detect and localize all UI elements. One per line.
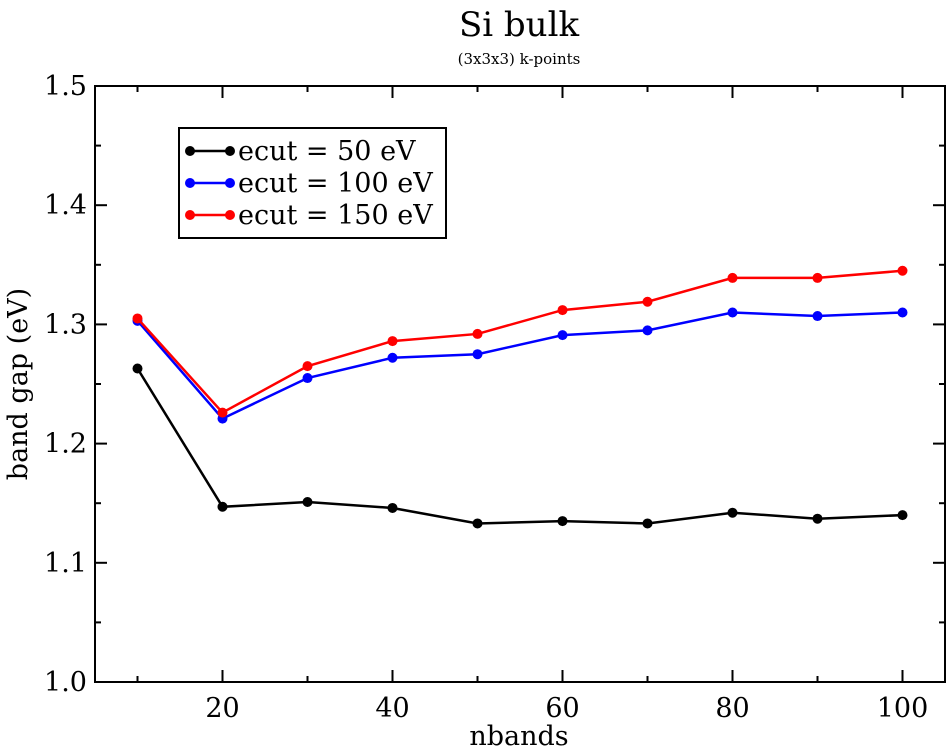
x-tick-label: 20	[205, 693, 239, 724]
chart-title: Si bulk	[459, 5, 580, 45]
series-2-point	[557, 330, 568, 341]
series-3-point	[472, 328, 483, 339]
y-tick-label: 1.3	[44, 309, 87, 340]
y-tick-label: 1.0	[44, 667, 87, 698]
series-3-point	[387, 336, 398, 347]
series-2-point	[302, 373, 313, 384]
x-axis-label: nbands	[469, 721, 568, 749]
y-axis-label: band gap (eV)	[3, 288, 34, 480]
x-tick-label: 40	[375, 693, 409, 724]
series-1-point	[472, 518, 483, 529]
series-line-3	[136, 269, 903, 415]
series-2-point	[812, 311, 823, 322]
chart-subtitle: (3x3x3) k-points	[458, 50, 581, 68]
series-1-point	[727, 507, 738, 518]
y-tick-label: 1.5	[44, 71, 87, 102]
series-3-point	[132, 313, 143, 324]
series-3-point	[217, 407, 228, 418]
series-3-point	[812, 272, 823, 283]
x-axis-ticks: 20 40 60 80 100	[136, 86, 929, 724]
legend-box	[178, 127, 447, 239]
series-1-point	[217, 501, 228, 512]
legend-marker-2-end	[225, 178, 235, 188]
series-1-point	[302, 497, 313, 508]
x-tick-label: 100	[877, 693, 929, 724]
series-1-point	[897, 510, 908, 521]
series-3-point	[897, 265, 908, 276]
series-line-2	[136, 311, 903, 421]
series-3-point	[642, 296, 653, 307]
series-1-point	[812, 513, 823, 524]
legend-label-1: ecut = 50 eV	[238, 136, 416, 167]
x-tick-label: 80	[715, 693, 749, 724]
series-2-point	[387, 352, 398, 363]
series-1-point	[642, 518, 653, 529]
series-layer	[132, 265, 908, 529]
series-2-point	[727, 307, 738, 318]
series-1-point	[557, 516, 568, 527]
series-line-1	[136, 367, 903, 525]
x-tick-label: 60	[545, 693, 579, 724]
y-tick-label: 1.1	[44, 548, 87, 579]
y-axis-ticks: 1.0 1.1 1.2 1.3 1.4 1.5	[44, 71, 945, 698]
legend-label-2: ecut = 100 eV	[238, 168, 433, 199]
legend-marker-1	[185, 146, 195, 156]
series-3-point	[727, 272, 738, 283]
series-3-point	[302, 361, 313, 372]
series-2-point	[642, 325, 653, 336]
legend-label-3: ecut = 150 eV	[238, 200, 433, 231]
series-1-point	[132, 363, 143, 374]
legend-marker-1-end	[225, 146, 235, 156]
y-tick-label: 1.4	[44, 190, 87, 221]
series-2-point	[472, 349, 483, 360]
series-3-point	[557, 305, 568, 316]
legend-marker-3-end	[225, 210, 235, 220]
series-1-point	[387, 502, 398, 513]
series-2-point	[897, 307, 908, 318]
legend-marker-3	[185, 210, 195, 220]
legend-marker-2	[185, 178, 195, 188]
y-tick-label: 1.2	[44, 429, 87, 460]
